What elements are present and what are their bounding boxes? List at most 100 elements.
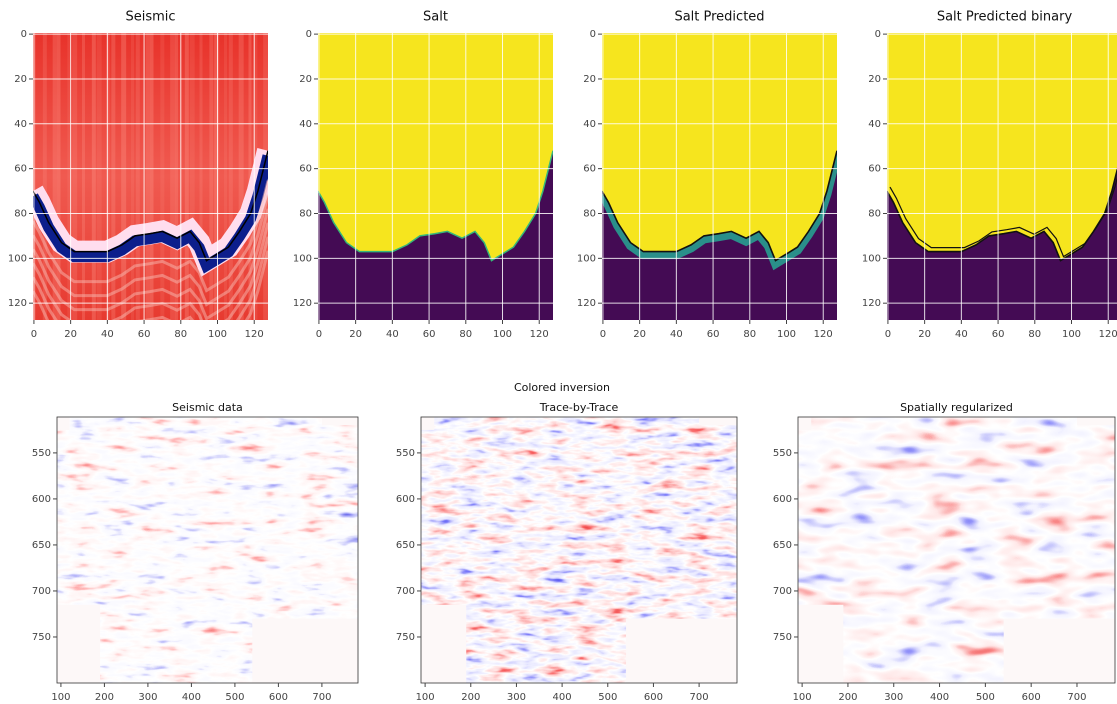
image xyxy=(57,417,358,683)
y-tick-label: 60 xyxy=(583,164,596,175)
x-tick-label: 120 xyxy=(814,329,833,340)
panel-title: Salt Predicted binary xyxy=(937,10,1073,25)
streak xyxy=(91,33,96,320)
image-content xyxy=(798,417,1115,683)
image-content xyxy=(887,33,1117,320)
panel-title: Salt Predicted xyxy=(674,10,764,25)
image-content xyxy=(33,33,268,320)
streak xyxy=(121,33,127,320)
x-tick-label: 400 xyxy=(182,692,201,703)
image-content xyxy=(318,33,553,320)
salt-body xyxy=(602,33,837,261)
streak xyxy=(214,33,220,320)
no-data xyxy=(57,604,101,683)
y-tick-label: 40 xyxy=(14,119,27,130)
y-tick-label: 750 xyxy=(773,632,792,643)
x-tick-label: 120 xyxy=(1099,329,1117,340)
y-tick-label: 20 xyxy=(14,74,27,85)
no-data xyxy=(699,417,737,426)
y-tick-label: 100 xyxy=(862,253,881,264)
x-tick-label: 500 xyxy=(225,692,244,703)
x-tick-label: 20 xyxy=(918,329,931,340)
streak xyxy=(150,33,154,320)
y-tick-label: 550 xyxy=(396,448,415,459)
no-data xyxy=(421,604,467,683)
x-tick-label: 100 xyxy=(777,329,796,340)
x-tick-label: 40 xyxy=(670,329,683,340)
x-tick-label: 300 xyxy=(507,692,526,703)
streak xyxy=(33,33,36,320)
x-tick-label: 20 xyxy=(633,329,646,340)
y-tick-label: 600 xyxy=(773,494,792,505)
x-tick-label: 80 xyxy=(174,329,187,340)
x-tick-label: 120 xyxy=(245,329,264,340)
y-tick-label: 80 xyxy=(299,208,312,219)
x-tick-label: 100 xyxy=(493,329,512,340)
streak xyxy=(209,33,214,320)
y-tick-label: 40 xyxy=(868,119,881,130)
x-tick-label: 500 xyxy=(976,692,995,703)
y-tick-label: 550 xyxy=(32,448,51,459)
x-tick-label: 600 xyxy=(644,692,663,703)
seismic-bg xyxy=(33,33,268,320)
y-tick-label: 100 xyxy=(8,253,27,264)
x-tick-label: 40 xyxy=(101,329,114,340)
y-tick-label: 120 xyxy=(862,298,881,309)
x-tick-label: 40 xyxy=(955,329,968,340)
x-tick-label: 200 xyxy=(95,692,114,703)
image-content xyxy=(421,417,737,683)
panel-title: Salt xyxy=(423,10,448,25)
x-tick-label: 600 xyxy=(269,692,288,703)
y-tick-label: 700 xyxy=(773,586,792,597)
streak xyxy=(160,33,165,320)
y-tick-label: 600 xyxy=(396,494,415,505)
streak xyxy=(224,33,227,320)
streak xyxy=(82,33,85,320)
x-tick-label: 700 xyxy=(1067,692,1086,703)
y-tick-label: 0 xyxy=(306,29,312,40)
axes-frame xyxy=(797,416,1116,684)
x-tick-label: 60 xyxy=(423,329,436,340)
y-tick-label: 120 xyxy=(8,298,27,309)
y-tick-label: 700 xyxy=(32,586,51,597)
y-tick-label: 550 xyxy=(773,448,792,459)
y-tick-label: 650 xyxy=(773,540,792,551)
y-tick-label: 60 xyxy=(14,164,27,175)
figure-title: Colored inversion xyxy=(514,381,610,394)
salt-outline xyxy=(889,176,1117,258)
y-tick-label: 80 xyxy=(868,208,881,219)
reflector xyxy=(33,154,268,274)
streak xyxy=(96,33,102,320)
no-data xyxy=(626,618,737,683)
x-tick-label: 80 xyxy=(1028,329,1041,340)
image xyxy=(887,33,1117,320)
salt-outline xyxy=(602,150,837,262)
x-tick-label: 0 xyxy=(316,329,322,340)
x-tick-label: 400 xyxy=(553,692,572,703)
panel-title: Trace-by-Trace xyxy=(539,401,619,414)
x-tick-label: 0 xyxy=(885,329,891,340)
image xyxy=(602,33,837,320)
y-tick-label: 20 xyxy=(868,74,881,85)
y-tick-label: 750 xyxy=(32,632,51,643)
streak xyxy=(248,33,252,320)
x-tick-label: 100 xyxy=(208,329,227,340)
x-tick-label: 20 xyxy=(349,329,362,340)
streak xyxy=(111,33,116,320)
y-tick-label: 0 xyxy=(590,29,596,40)
x-tick-label: 100 xyxy=(1062,329,1081,340)
y-tick-label: 0 xyxy=(875,29,881,40)
y-tick-label: 100 xyxy=(577,253,596,264)
x-tick-label: 300 xyxy=(884,692,903,703)
x-tick-label: 400 xyxy=(930,692,949,703)
panel-title: Spatially regularized xyxy=(900,401,1013,414)
x-tick-label: 600 xyxy=(1022,692,1041,703)
no-data xyxy=(1076,417,1115,426)
x-tick-label: 300 xyxy=(138,692,157,703)
streak xyxy=(199,33,203,320)
y-tick-label: 40 xyxy=(583,119,596,130)
salt-body xyxy=(318,33,553,261)
image xyxy=(421,417,737,683)
x-tick-label: 80 xyxy=(459,329,472,340)
streak xyxy=(189,33,195,320)
